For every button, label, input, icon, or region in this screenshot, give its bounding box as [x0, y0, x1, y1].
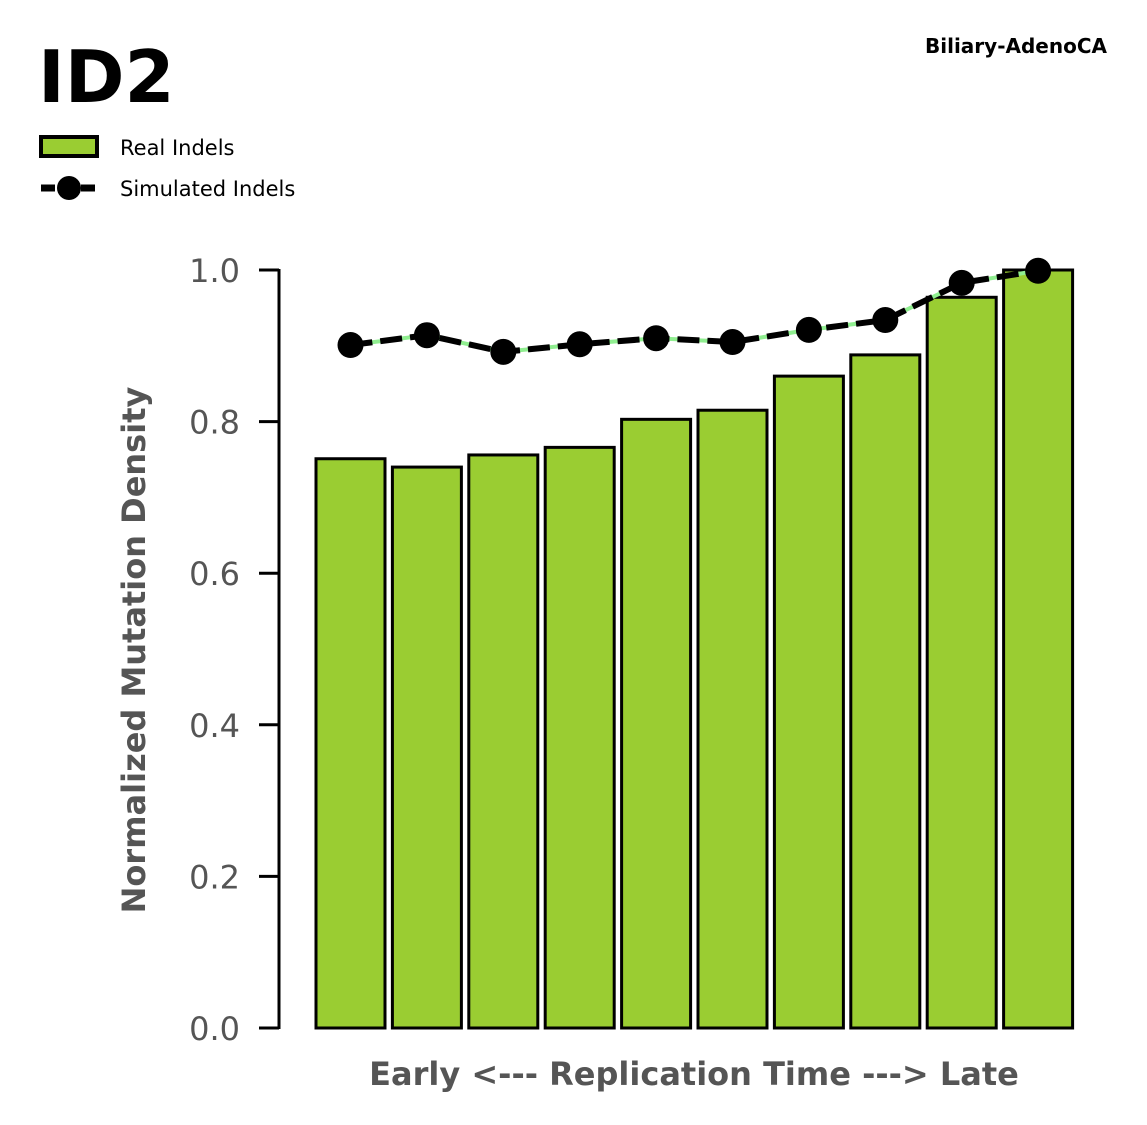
legend-label-real: Real Indels: [120, 136, 234, 160]
simulated-point: [566, 331, 593, 358]
chart-title: ID2: [38, 35, 175, 119]
y-tick-label: 0.4: [189, 707, 240, 745]
bar-real-indels: [849, 353, 922, 1030]
simulated-line: [337, 257, 1052, 365]
bar-real-indels: [696, 408, 769, 1030]
legend: Real Indels Simulated Indels: [39, 135, 295, 201]
bar-real-indels: [467, 453, 540, 1030]
legend-bar-swatch: [39, 135, 99, 158]
simulated-point: [413, 322, 440, 349]
simulated-point: [948, 269, 975, 296]
y-tick-label: 0.2: [189, 858, 240, 896]
bar-real-indels: [314, 457, 387, 1030]
legend-marker: [57, 176, 81, 200]
simulated-point: [719, 329, 746, 356]
y-tick-label: 0.6: [189, 555, 240, 593]
simulated-dashed-line: [350, 267, 1039, 355]
bar-real-indels: [772, 374, 845, 1030]
legend-label-simulated: Simulated Indels: [120, 177, 295, 201]
bar-real-indels: [925, 295, 998, 1030]
y-axis-label: Normalized Mutation Density: [115, 387, 153, 914]
bar-real-indels: [543, 445, 616, 1030]
simulated-point: [795, 316, 822, 343]
y-axis: 0.0 0.2 0.4 0.6 0.8 1.0: [189, 252, 281, 1048]
x-axis-label: Early <--- Replication Time ---> Late: [369, 1055, 1019, 1093]
y-tick-label: 0.8: [189, 404, 240, 442]
simulated-point: [490, 338, 517, 365]
y-tick-label: 1.0: [189, 252, 240, 290]
bar-real-indels: [620, 417, 693, 1030]
bar-real-indels: [1002, 268, 1075, 1030]
chart-subtitle: Biliary-AdenoCA: [925, 34, 1108, 58]
y-tick-label: 0.0: [189, 1010, 240, 1048]
simulated-point: [1025, 257, 1052, 284]
simulated-point: [643, 325, 670, 352]
bar-real-indels: [390, 465, 463, 1030]
simulated-point: [872, 307, 899, 334]
simulated-point: [337, 332, 364, 359]
bars: [314, 268, 1075, 1030]
